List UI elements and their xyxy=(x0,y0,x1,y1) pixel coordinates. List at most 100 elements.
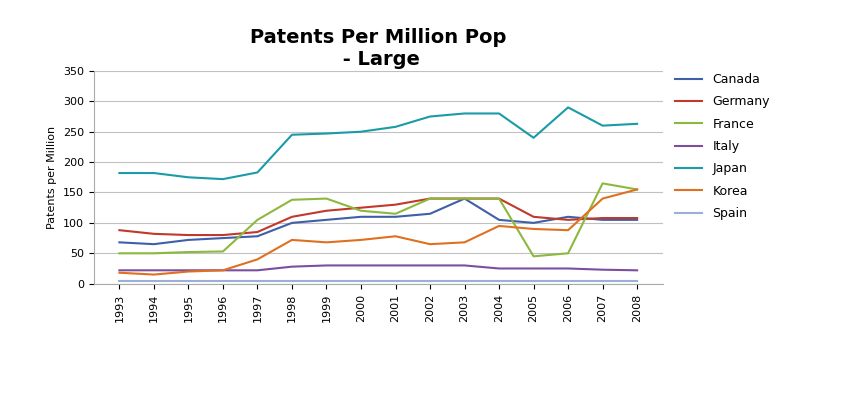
Spain xyxy=(286,278,297,283)
Korea xyxy=(632,187,643,192)
Italy xyxy=(494,266,504,271)
Germany xyxy=(184,233,194,238)
Spain xyxy=(460,278,470,283)
Japan xyxy=(563,105,573,110)
Italy xyxy=(184,268,194,273)
France xyxy=(529,254,539,259)
France xyxy=(598,181,608,186)
Germany xyxy=(632,216,643,220)
Germany xyxy=(114,228,124,232)
Italy xyxy=(114,268,124,273)
Canada xyxy=(598,217,608,222)
France xyxy=(252,217,263,222)
Japan xyxy=(390,125,400,129)
Japan xyxy=(598,123,608,128)
France xyxy=(494,196,504,201)
Canada xyxy=(218,236,228,240)
Spain xyxy=(218,278,228,283)
Japan xyxy=(460,111,470,116)
Italy xyxy=(460,263,470,268)
Canada xyxy=(425,212,435,216)
Germany xyxy=(460,196,470,201)
Germany xyxy=(563,217,573,222)
Japan xyxy=(184,175,194,180)
Korea xyxy=(494,223,504,228)
Japan xyxy=(114,171,124,175)
Italy xyxy=(149,268,159,273)
Line: Canada: Canada xyxy=(119,199,638,244)
Japan xyxy=(252,170,263,175)
Line: Italy: Italy xyxy=(119,266,638,270)
Japan xyxy=(321,131,332,136)
Japan xyxy=(494,111,504,116)
Canada xyxy=(286,221,297,225)
Spain xyxy=(563,278,573,283)
Germany xyxy=(252,230,263,234)
France xyxy=(563,251,573,256)
Germany xyxy=(598,216,608,220)
Germany xyxy=(286,214,297,219)
Title: Patents Per Million Pop
 - Large: Patents Per Million Pop - Large xyxy=(250,28,507,69)
Germany xyxy=(425,196,435,201)
Japan xyxy=(218,177,228,182)
Italy xyxy=(390,263,400,268)
Spain xyxy=(114,278,124,283)
Korea xyxy=(149,272,159,277)
Canada xyxy=(356,214,366,219)
Italy xyxy=(321,263,332,268)
Spain xyxy=(390,278,400,283)
Canada xyxy=(494,217,504,222)
Spain xyxy=(252,278,263,283)
France xyxy=(114,251,124,256)
France xyxy=(425,196,435,201)
Italy xyxy=(632,268,643,273)
Korea xyxy=(184,269,194,274)
Canada xyxy=(184,238,194,242)
Japan xyxy=(425,114,435,119)
Italy xyxy=(356,263,366,268)
Canada xyxy=(390,214,400,219)
Spain xyxy=(356,278,366,283)
Canada xyxy=(321,217,332,222)
Spain xyxy=(321,278,332,283)
France xyxy=(390,212,400,216)
Italy xyxy=(425,263,435,268)
Germany xyxy=(494,196,504,201)
Germany xyxy=(356,205,366,210)
Spain xyxy=(529,278,539,283)
Korea xyxy=(252,257,263,262)
France xyxy=(218,249,228,254)
Korea xyxy=(563,228,573,232)
Spain xyxy=(598,278,608,283)
France xyxy=(184,250,194,255)
Canada xyxy=(529,221,539,225)
Line: France: France xyxy=(119,183,638,256)
France xyxy=(356,208,366,213)
Line: Korea: Korea xyxy=(119,190,638,275)
Spain xyxy=(425,278,435,283)
Spain xyxy=(149,278,159,283)
Korea xyxy=(598,196,608,201)
Spain xyxy=(632,278,643,283)
Canada xyxy=(149,242,159,247)
Y-axis label: Patents per Million: Patents per Million xyxy=(47,126,57,229)
Japan xyxy=(356,129,366,134)
Italy xyxy=(529,266,539,271)
Korea xyxy=(529,227,539,231)
Italy xyxy=(286,264,297,269)
Germany xyxy=(390,202,400,207)
Japan xyxy=(149,171,159,175)
Canada xyxy=(114,240,124,245)
France xyxy=(149,251,159,256)
Germany xyxy=(149,231,159,236)
Italy xyxy=(598,268,608,272)
Korea xyxy=(286,238,297,242)
Japan xyxy=(632,121,643,126)
Legend: Canada, Germany, France, Italy, Japan, Korea, Spain: Canada, Germany, France, Italy, Japan, K… xyxy=(675,73,770,220)
Korea xyxy=(356,238,366,242)
France xyxy=(460,196,470,201)
Japan xyxy=(286,132,297,137)
Korea xyxy=(390,234,400,239)
France xyxy=(286,197,297,202)
Line: Germany: Germany xyxy=(119,199,638,235)
